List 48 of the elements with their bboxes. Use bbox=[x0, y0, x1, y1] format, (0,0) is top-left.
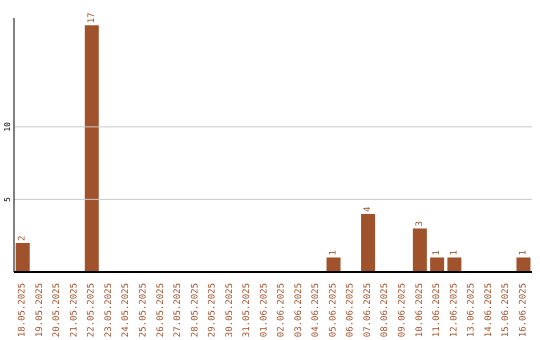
y-tick-label: 5 bbox=[3, 196, 12, 202]
data-label: 17 bbox=[86, 12, 97, 24]
x-tick-label: 01.06.2025 bbox=[259, 283, 270, 338]
x-tick-label: 20.05.2025 bbox=[52, 283, 62, 338]
bar bbox=[84, 25, 99, 272]
y-tick-label: 10 bbox=[3, 122, 12, 132]
x-tick-label: 06.06.2025 bbox=[346, 283, 356, 338]
x-tick-label: 30.05.2025 bbox=[224, 283, 235, 338]
data-label: 1 bbox=[328, 250, 339, 256]
x-tick-label: 09.06.2025 bbox=[398, 283, 408, 338]
x-tick-label: 21.05.2025 bbox=[69, 283, 80, 338]
x-tick-label: 03.06.2025 bbox=[294, 283, 304, 338]
bar bbox=[326, 257, 341, 272]
data-label: 2 bbox=[18, 236, 28, 241]
x-tick-label: 04.06.2025 bbox=[311, 283, 322, 338]
x-tick-label: 19.05.2025 bbox=[34, 283, 45, 338]
bar bbox=[361, 214, 376, 272]
data-label: 3 bbox=[414, 221, 425, 226]
x-tick-label: 14.06.2025 bbox=[484, 283, 494, 338]
data-label: 1 bbox=[432, 250, 442, 256]
bar bbox=[16, 242, 30, 272]
x-tick-label: 16.06.2025 bbox=[518, 283, 528, 338]
x-tick-label: 28.05.2025 bbox=[190, 283, 200, 338]
bar bbox=[447, 257, 462, 272]
x-tick-label: 07.06.2025 bbox=[362, 283, 373, 338]
x-tick-label: 27.05.2025 bbox=[173, 283, 184, 338]
x-tick-label: 26.05.2025 bbox=[156, 283, 166, 338]
x-tick-label: 25.05.2025 bbox=[138, 283, 148, 338]
x-tick-label: 18.05.2025 bbox=[18, 283, 28, 338]
x-tick-label: 23.05.2025 bbox=[104, 283, 114, 338]
x-tick-label: 10.06.2025 bbox=[414, 283, 425, 338]
data-label: 1 bbox=[518, 250, 528, 256]
bar bbox=[430, 257, 444, 272]
data-label: 1 bbox=[449, 250, 460, 256]
x-tick-label: 05.06.2025 bbox=[328, 283, 338, 338]
x-tick-label: 24.05.2025 bbox=[121, 283, 132, 338]
bar bbox=[412, 228, 427, 272]
x-tick-label: 02.06.2025 bbox=[276, 283, 287, 338]
bar bbox=[516, 257, 530, 272]
x-tick-label: 08.06.2025 bbox=[380, 283, 390, 338]
x-tick-label: 22.05.2025 bbox=[86, 283, 97, 338]
x-tick-label: 29.05.2025 bbox=[208, 283, 218, 338]
x-tick-label: 11.06.2025 bbox=[432, 283, 442, 338]
x-tick-label: 31.05.2025 bbox=[242, 283, 252, 338]
data-label: 4 bbox=[363, 206, 374, 212]
x-tick-label: 15.06.2025 bbox=[501, 283, 512, 338]
x-tick-label: 12.06.2025 bbox=[449, 283, 460, 338]
x-tick-label: 13.06.2025 bbox=[466, 283, 477, 338]
